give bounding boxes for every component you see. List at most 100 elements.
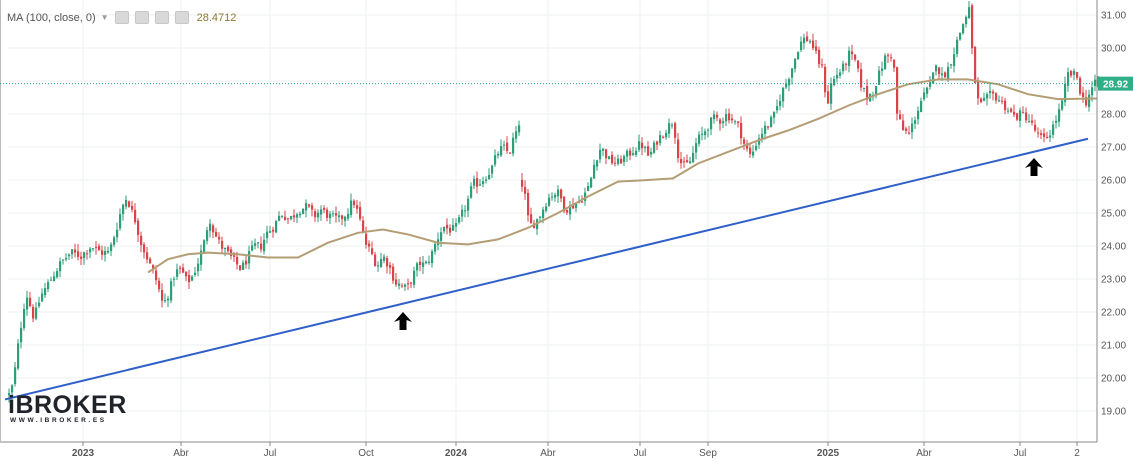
candle-up — [788, 79, 791, 86]
candle-up — [431, 251, 434, 264]
candle-down — [866, 86, 869, 100]
candle-up — [380, 258, 383, 268]
candle-down — [938, 67, 941, 75]
candle-down — [326, 209, 329, 218]
candle-down — [293, 215, 296, 218]
candle-down — [389, 264, 392, 268]
x-tick-label: Abr — [540, 448, 556, 459]
candle-down — [215, 231, 218, 237]
candle-up — [779, 101, 782, 106]
candle-up — [1058, 109, 1061, 122]
candle-up — [8, 393, 11, 396]
candle-down — [647, 146, 650, 156]
candle-down — [446, 224, 449, 229]
candle-up — [785, 83, 788, 88]
candle-down — [641, 142, 644, 149]
candle-up — [959, 32, 962, 40]
candle-down — [614, 162, 617, 164]
candle-up — [455, 223, 458, 227]
candle-up — [59, 261, 62, 272]
candle-up — [707, 129, 710, 131]
candle-down — [152, 265, 155, 270]
candle-up — [692, 152, 695, 163]
candle-up — [1094, 79, 1097, 87]
candle-up — [11, 385, 14, 393]
candle-up — [488, 174, 491, 180]
candle-down — [620, 158, 623, 164]
candle-down — [227, 246, 230, 252]
candle-down — [149, 258, 152, 264]
more-icon[interactable] — [174, 11, 189, 24]
candle-up — [941, 73, 944, 76]
candle-down — [32, 306, 35, 319]
candle-down — [272, 229, 275, 232]
candle-up — [320, 209, 323, 215]
candle-down — [749, 147, 752, 154]
candle-up — [599, 149, 602, 160]
candle-up — [968, 7, 971, 19]
candle-down — [902, 120, 905, 131]
candle-down — [563, 196, 566, 212]
chevron-down-icon[interactable]: ▼ — [100, 13, 109, 22]
candle-down — [356, 205, 359, 209]
candle-up — [41, 293, 44, 302]
candle-down — [392, 266, 395, 281]
candle-up — [878, 70, 881, 85]
last-price-badge — [1098, 76, 1133, 91]
candle-down — [731, 118, 734, 121]
candle-down — [143, 244, 146, 253]
candle-down — [908, 132, 911, 134]
indicator-legend[interactable]: MA (100, close, 0) ▼ 28.4712 — [7, 11, 236, 24]
candle-down — [1079, 78, 1082, 94]
candle-up — [383, 256, 386, 261]
candle-up — [266, 231, 269, 239]
candle-up — [305, 203, 308, 211]
candle-down — [890, 57, 893, 59]
candle-up — [464, 210, 467, 212]
y-tick-label: 30.00 — [1101, 44, 1126, 55]
annotation-arrows — [394, 158, 1043, 330]
candle-up — [485, 179, 488, 181]
candle-down — [824, 66, 827, 93]
candle-down — [887, 55, 890, 57]
candle-down — [230, 249, 233, 256]
candle-down — [29, 297, 32, 307]
candle-down — [896, 67, 899, 114]
candle-up — [269, 231, 272, 233]
candle-up — [710, 117, 713, 130]
candle-up — [35, 307, 38, 319]
candle-down — [245, 260, 248, 265]
candle-up — [932, 72, 935, 84]
y-tick-label: 19.00 — [1101, 407, 1126, 418]
candle-down — [1001, 100, 1004, 102]
candle-up — [440, 232, 443, 241]
candle-up — [926, 87, 929, 94]
candle-down — [1070, 70, 1073, 76]
candle-up — [206, 230, 209, 241]
x-tick-label: Oct — [358, 448, 374, 459]
candle-up — [590, 177, 593, 188]
y-tick-label: 27.00 — [1101, 143, 1126, 154]
candle-up — [44, 288, 47, 296]
candle-down — [98, 245, 101, 251]
eye-icon[interactable] — [114, 11, 129, 24]
close-icon[interactable] — [154, 11, 169, 24]
settings-icon[interactable] — [134, 11, 149, 24]
candle-down — [821, 64, 824, 66]
candle-up — [551, 196, 554, 198]
candle-up — [104, 251, 107, 255]
candle-down — [521, 180, 524, 187]
candle-up — [1088, 94, 1091, 107]
candle-up — [791, 68, 794, 78]
candle-down — [77, 251, 80, 257]
candle-up — [668, 123, 671, 134]
candle-down — [287, 218, 290, 220]
candle-up — [695, 143, 698, 153]
candle-down — [677, 139, 680, 159]
x-tick-label: 2025 — [817, 448, 840, 459]
candle-up — [422, 262, 425, 267]
candle-up — [884, 55, 887, 70]
candle-down — [374, 254, 377, 266]
indicator-value: 28.4712 — [196, 11, 237, 24]
